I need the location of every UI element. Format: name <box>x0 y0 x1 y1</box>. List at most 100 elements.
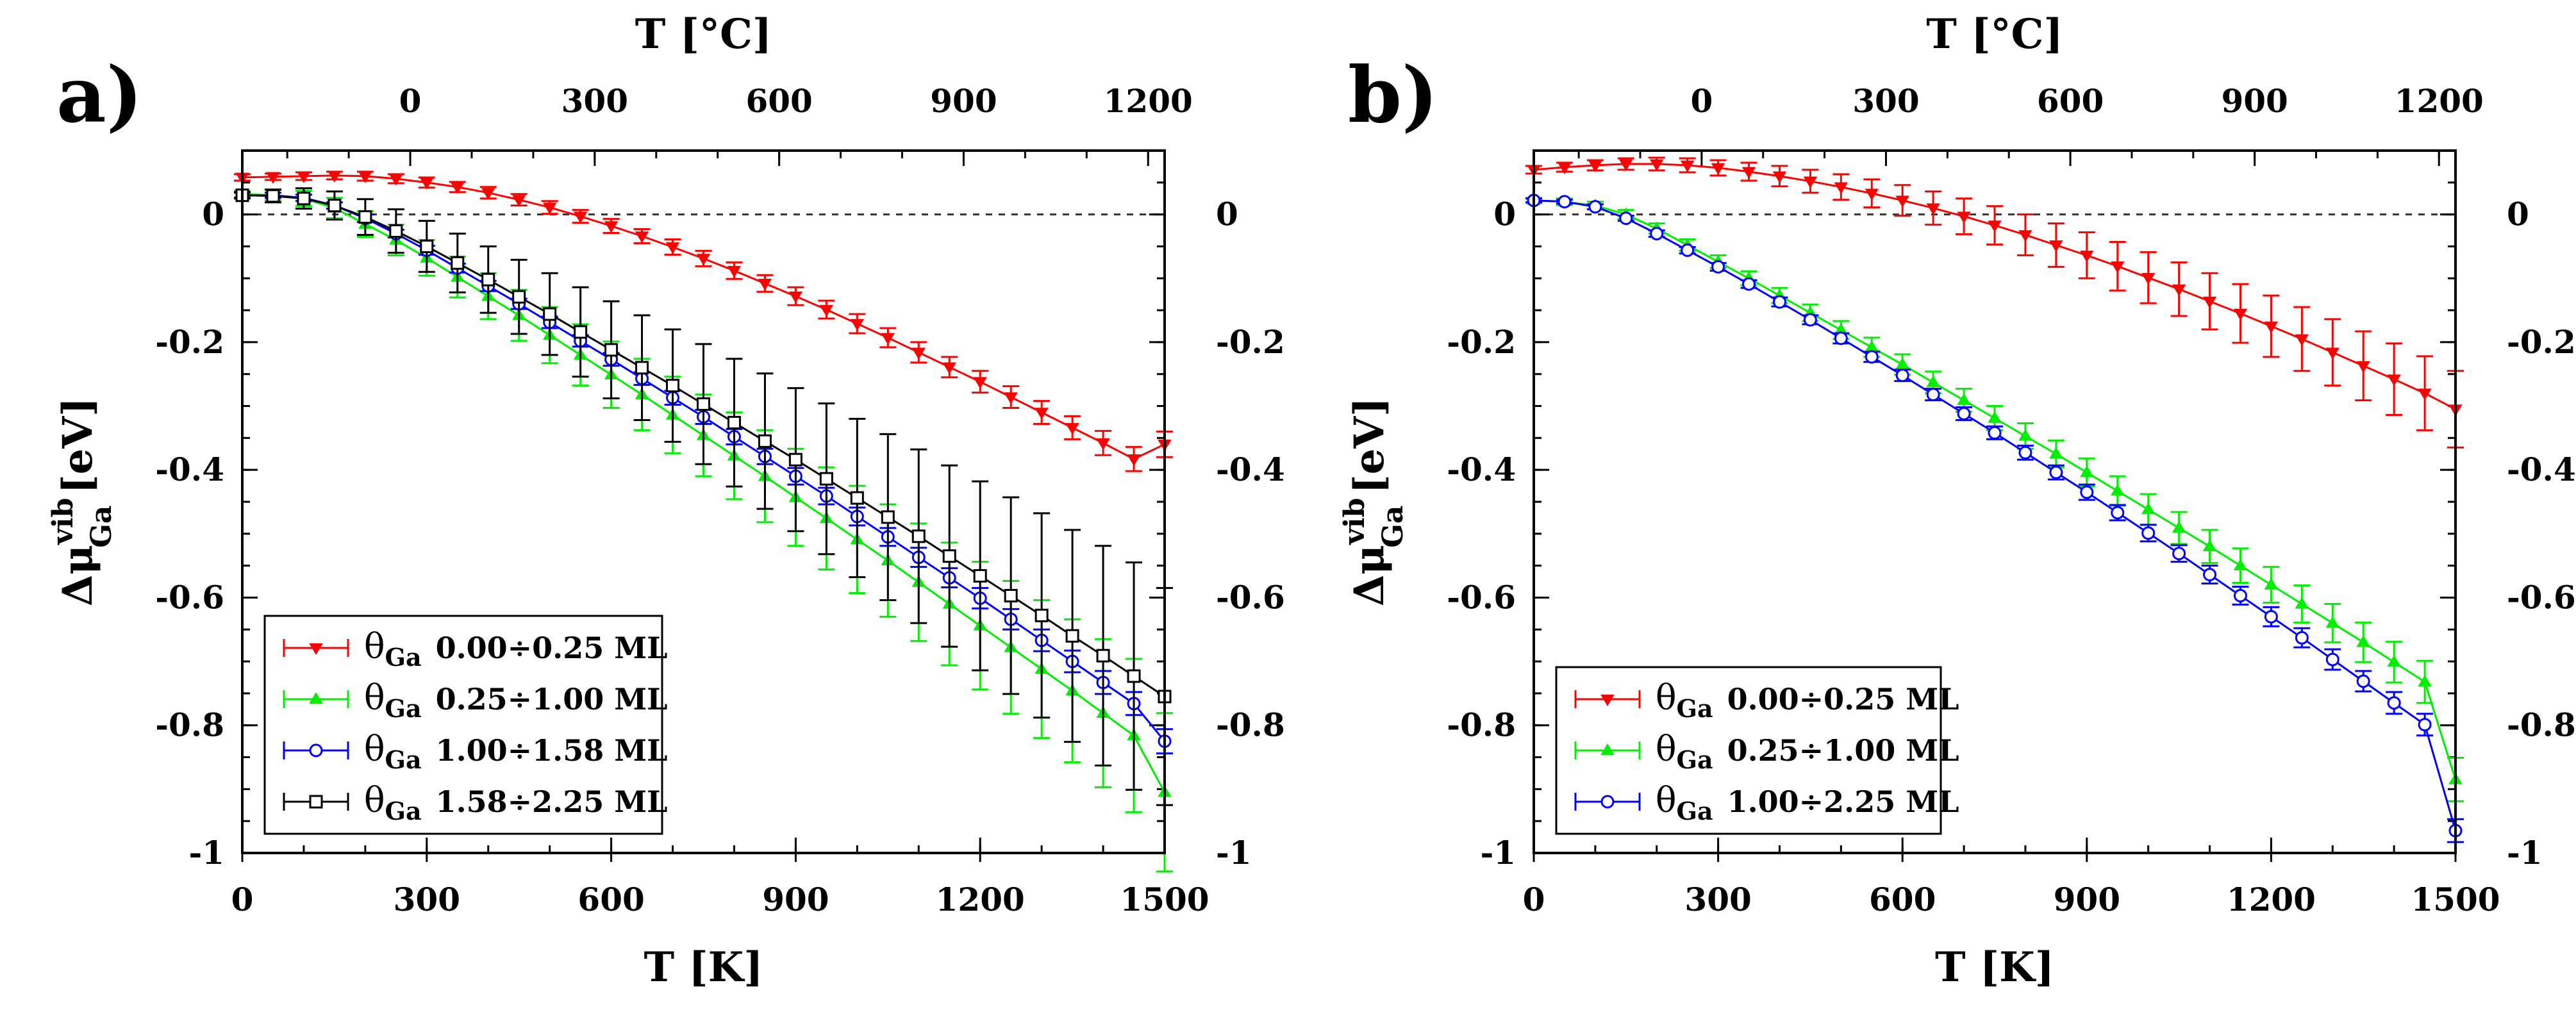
series-line <box>1533 163 2456 410</box>
data-point <box>1803 176 1818 188</box>
data-point <box>2080 465 2094 477</box>
data-point <box>2110 261 2125 274</box>
x-tick-label: 300 <box>394 881 460 918</box>
data-point <box>2356 635 2370 647</box>
y-tick-label: 0 <box>202 195 224 233</box>
legend-item: θGa 1.58÷2.25 ML <box>283 780 668 825</box>
legend-label: θGa 1.00÷2.25 ML <box>1656 780 1959 825</box>
x-tick-label: 0 <box>231 881 254 918</box>
data-point <box>389 174 403 186</box>
data-point <box>2203 568 2217 582</box>
legend-theta-sub: Ga <box>385 643 422 672</box>
legend-theta: θ <box>364 677 385 718</box>
data-point <box>2264 577 2279 590</box>
plot-frame <box>241 149 1166 854</box>
legend-marker <box>1600 694 1615 706</box>
y-right-tick-label: -1 <box>2507 834 2543 872</box>
chart-panel-a: 0 0-0.2 -0.2-0.4 -0.4-0.6 -0.6-0.8 -0.8-1 -10 3… <box>47 10 1285 991</box>
data-point <box>942 549 956 563</box>
legend-marker <box>309 743 323 757</box>
data-point <box>758 434 772 448</box>
legend-marker <box>309 795 323 809</box>
data-point <box>2325 652 2339 666</box>
data-point <box>1681 243 1695 257</box>
data-point <box>481 272 495 286</box>
legend-theta: θ <box>364 729 385 769</box>
data-point <box>1711 260 1725 274</box>
x2-tick-label: 0 <box>1690 82 1713 120</box>
data-point <box>266 189 280 203</box>
data-point <box>2172 520 2186 533</box>
data-point <box>1035 408 1049 420</box>
data-point <box>2141 272 2156 285</box>
legend-name: 0.25÷1.00 ML <box>436 682 668 716</box>
data-point <box>666 379 680 393</box>
data-point <box>942 362 956 374</box>
data-point <box>2233 308 2248 321</box>
panel-label: b) <box>1348 50 1438 140</box>
legend-label: θGa 1.00÷1.58 ML <box>364 729 667 774</box>
data-point <box>2295 597 2309 609</box>
data-point <box>297 171 311 183</box>
data-point <box>328 199 342 213</box>
data-point <box>1957 407 1971 421</box>
y-right-tick-label: -0.4 <box>2507 451 2576 488</box>
data-point <box>727 415 741 429</box>
y-right-tick-label: 0 <box>1216 195 1238 233</box>
data-point <box>1588 200 1602 214</box>
data-point <box>1065 423 1079 435</box>
data-point <box>451 182 465 194</box>
data-point <box>511 195 526 207</box>
data-point <box>328 170 342 183</box>
data-point <box>635 231 649 244</box>
data-point <box>1988 220 2002 233</box>
legend: θGa 0.00÷0.25 ML θGa 0.25÷1.00 ML θGa 1.00÷2.… <box>1555 666 1959 835</box>
x-axis-title: T [K] <box>1935 943 2054 991</box>
y-tick-label: -0.4 <box>1447 451 1516 488</box>
data-point <box>2080 251 2094 263</box>
x-tick-label: 900 <box>2054 881 2120 918</box>
data-point <box>266 172 280 184</box>
x2-tick-label: 1200 <box>1104 82 1193 120</box>
x2-tick-label: 1200 <box>2395 82 2484 120</box>
legend-theta-sub: Ga <box>385 745 422 774</box>
data-point <box>2018 429 2032 441</box>
legend-item: θGa 0.25÷1.00 ML <box>1574 729 1959 774</box>
x-tick-label: 0 <box>1523 881 1545 918</box>
x-tick-label: 1500 <box>1120 881 1209 918</box>
data-point <box>1926 375 1940 387</box>
y-right-tick-label: 0 <box>2507 195 2529 233</box>
data-point <box>2295 334 2309 346</box>
data-point <box>911 529 926 543</box>
data-point <box>420 239 434 253</box>
series-3 <box>234 187 1173 806</box>
data-point <box>2172 547 2186 561</box>
data-point <box>665 242 680 254</box>
data-point <box>2018 230 2032 242</box>
data-point <box>727 266 742 278</box>
legend-name: 0.00÷0.25 ML <box>1727 682 1959 716</box>
y-right-tick-label: -0.6 <box>2507 578 2576 616</box>
data-point <box>1926 388 1940 402</box>
legend-theta-sub: Ga <box>1677 694 1713 723</box>
data-point <box>2264 609 2278 624</box>
data-point <box>1619 159 1633 171</box>
series-0 <box>1525 156 2464 449</box>
y-right-tick-label: -0.2 <box>1216 323 1285 361</box>
data-point <box>1957 211 1971 224</box>
legend-name: 1.58÷2.25 ML <box>436 784 668 819</box>
data-point <box>420 178 434 190</box>
data-point <box>1865 350 1879 364</box>
data-point <box>635 361 649 375</box>
legend-marker <box>1600 795 1615 809</box>
x2-tick-label: 600 <box>745 82 812 120</box>
y-tick-label: -1 <box>1480 834 1516 872</box>
data-point <box>1588 160 1602 172</box>
legend-theta: θ <box>1656 729 1677 769</box>
data-point <box>1650 227 1664 241</box>
data-point <box>819 472 833 486</box>
data-point <box>1558 195 1572 209</box>
legend-theta-sub: Ga <box>1677 797 1713 825</box>
data-point <box>2233 558 2248 570</box>
